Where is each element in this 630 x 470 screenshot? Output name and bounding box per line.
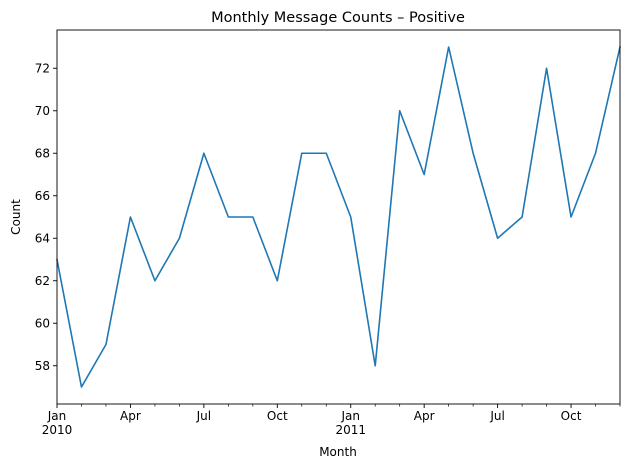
chart-title: Monthly Message Counts – Positive bbox=[211, 10, 465, 26]
series-line bbox=[56, 46, 621, 388]
x-tick-label: Oct bbox=[267, 409, 288, 423]
series-group bbox=[56, 46, 621, 388]
plot-frame bbox=[56, 29, 621, 405]
x-tick-label: Jul bbox=[489, 409, 504, 423]
y-tick-label: 62 bbox=[35, 274, 50, 288]
y-tick-label: 68 bbox=[35, 147, 50, 161]
y-tick-label: 58 bbox=[35, 359, 50, 373]
x-tick-label: Oct bbox=[561, 409, 582, 423]
x-tick-label: Jan bbox=[340, 409, 360, 423]
y-tick-label: 64 bbox=[35, 232, 50, 246]
x-tick-label: Apr bbox=[414, 409, 435, 423]
y-axis-label: Count bbox=[9, 199, 23, 235]
y-tick-label: 70 bbox=[35, 104, 50, 118]
x-tick-year-label: 2011 bbox=[335, 423, 366, 437]
plot-area-border bbox=[56, 29, 621, 405]
x-tick-label: Apr bbox=[120, 409, 141, 423]
x-tick-year-label: 2010 bbox=[42, 423, 73, 437]
x-axis-label: Month bbox=[319, 445, 357, 459]
y-tick-label: 66 bbox=[35, 189, 50, 203]
y-tick-label: 72 bbox=[35, 62, 50, 76]
x-tick-label: Jul bbox=[196, 409, 211, 423]
y-tick-label: 60 bbox=[35, 317, 50, 331]
x-tick-label: Jan bbox=[47, 409, 67, 423]
